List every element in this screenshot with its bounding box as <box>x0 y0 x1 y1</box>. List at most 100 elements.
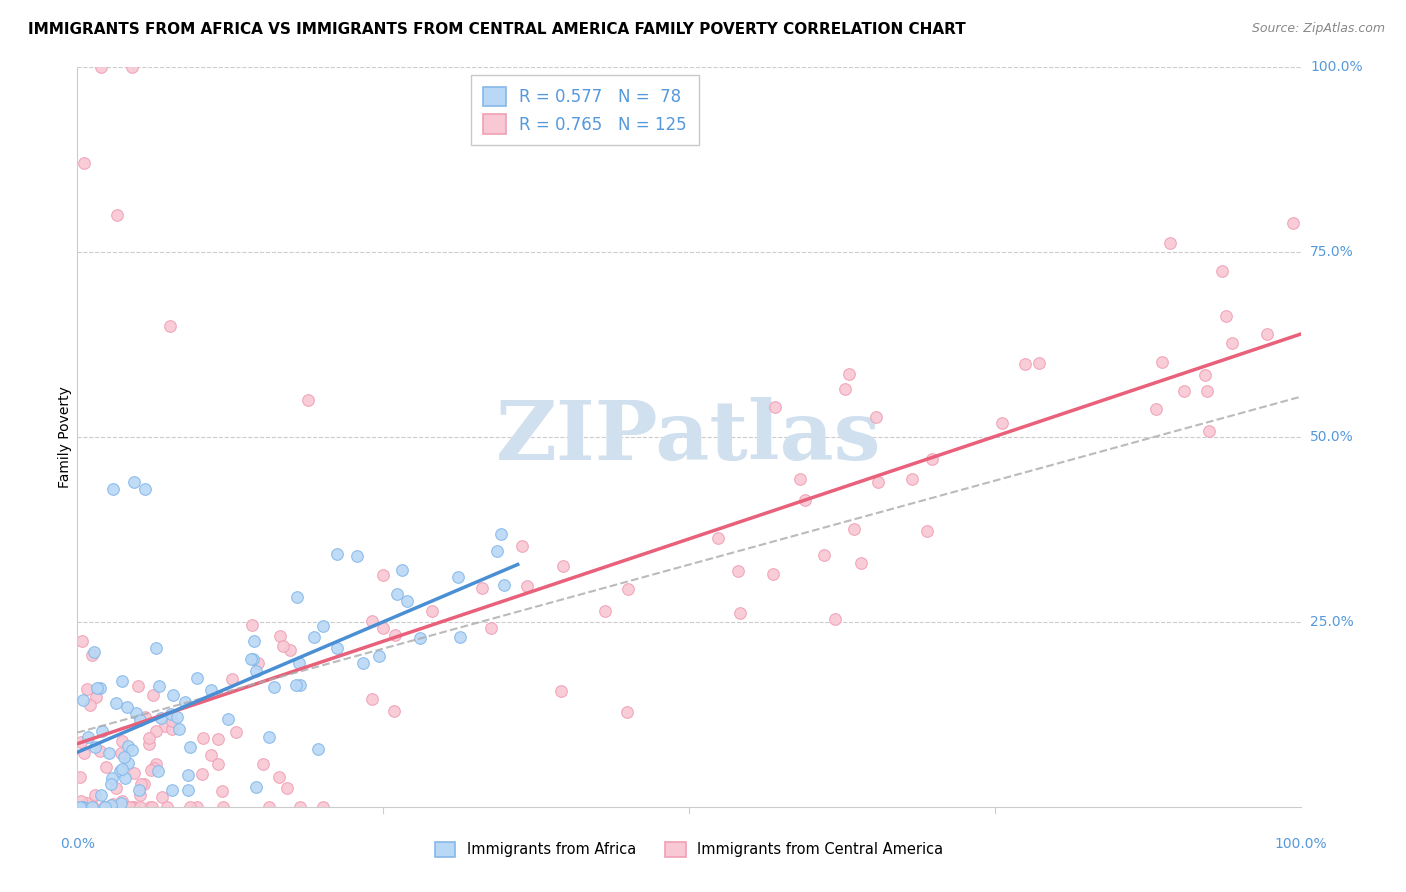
Point <box>127 679 149 693</box>
Point <box>191 766 214 780</box>
Point <box>842 522 865 536</box>
Point <box>70 735 93 749</box>
Point <box>105 696 128 710</box>
Point <box>120 800 142 814</box>
Point <box>1282 216 1305 230</box>
Point <box>115 800 138 814</box>
Point <box>312 618 335 632</box>
Point <box>124 800 146 814</box>
Point <box>160 714 183 728</box>
Point <box>267 770 290 784</box>
Point <box>287 656 309 670</box>
Point <box>409 632 432 646</box>
Point <box>1150 355 1173 369</box>
Text: 100.0%: 100.0% <box>1274 837 1327 851</box>
Point <box>1194 368 1216 382</box>
Point <box>121 800 143 814</box>
Point <box>173 695 195 709</box>
Point <box>108 764 131 779</box>
Point <box>207 756 229 771</box>
Point <box>1028 356 1050 370</box>
Point <box>1215 309 1237 323</box>
Point <box>179 800 201 814</box>
Point <box>1256 326 1278 341</box>
Point <box>200 682 222 697</box>
Point <box>156 800 179 814</box>
Point <box>125 706 148 720</box>
Point <box>160 783 183 797</box>
Point <box>789 472 811 486</box>
Point <box>129 800 152 814</box>
Point <box>617 582 640 596</box>
Point <box>551 559 574 574</box>
Point <box>271 639 294 653</box>
Point <box>212 800 235 814</box>
Point <box>122 475 145 489</box>
Point <box>84 739 107 754</box>
Point <box>297 392 319 407</box>
Point <box>382 704 405 718</box>
Point <box>79 698 101 713</box>
Point <box>90 788 112 802</box>
Point <box>117 756 139 770</box>
Point <box>471 581 494 595</box>
Point <box>252 756 274 771</box>
Text: IMMIGRANTS FROM AFRICA VS IMMIGRANTS FROM CENTRAL AMERICA FAMILY POVERTY CORRELA: IMMIGRANTS FROM AFRICA VS IMMIGRANTS FRO… <box>28 22 966 37</box>
Point <box>177 768 200 782</box>
Point <box>263 680 285 694</box>
Point <box>707 531 730 545</box>
Text: ZIPatlas: ZIPatlas <box>496 397 882 477</box>
Point <box>446 570 468 584</box>
Point <box>245 780 267 794</box>
Point <box>93 800 115 814</box>
Point <box>186 671 208 685</box>
Point <box>302 630 325 644</box>
Point <box>138 800 160 814</box>
Text: 25.0%: 25.0% <box>1310 615 1354 629</box>
Point <box>145 641 167 656</box>
Point <box>217 712 239 726</box>
Point <box>193 731 215 746</box>
Point <box>153 719 176 733</box>
Point <box>83 645 105 659</box>
Point <box>83 788 105 802</box>
Point <box>89 744 111 758</box>
Point <box>72 693 94 707</box>
Point <box>132 777 155 791</box>
Point <box>121 60 143 74</box>
Point <box>516 579 538 593</box>
Point <box>915 524 938 538</box>
Point <box>1144 402 1167 417</box>
Point <box>287 591 309 605</box>
Point <box>278 643 301 657</box>
Point <box>371 568 394 582</box>
Point <box>794 493 817 508</box>
Point <box>134 710 156 724</box>
Point <box>326 547 349 561</box>
Point <box>110 796 132 810</box>
Point <box>360 692 382 706</box>
Point <box>420 604 443 618</box>
Point <box>111 733 134 747</box>
Point <box>1159 235 1181 250</box>
Point <box>1014 357 1036 371</box>
Point <box>141 800 163 814</box>
Point <box>728 607 751 621</box>
Point <box>510 539 533 553</box>
Point <box>80 648 103 662</box>
Point <box>865 410 887 425</box>
Point <box>86 681 108 696</box>
Point <box>129 777 152 791</box>
Point <box>104 780 127 795</box>
Point <box>80 797 103 812</box>
Point <box>824 612 846 626</box>
Point <box>616 705 638 719</box>
Point <box>84 690 107 704</box>
Point <box>868 475 890 489</box>
Point <box>94 800 117 814</box>
Point <box>485 544 508 558</box>
Point <box>110 747 132 761</box>
Point <box>111 794 134 808</box>
Text: 100.0%: 100.0% <box>1310 60 1362 74</box>
Point <box>449 630 471 644</box>
